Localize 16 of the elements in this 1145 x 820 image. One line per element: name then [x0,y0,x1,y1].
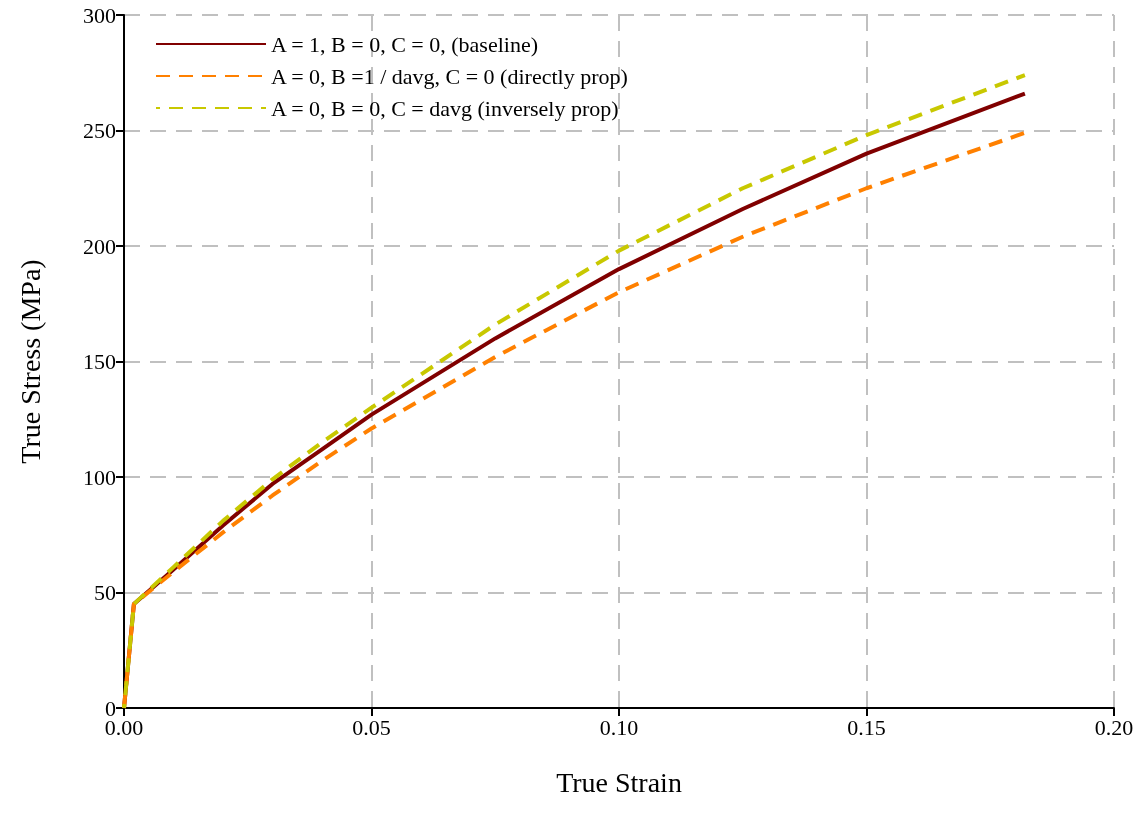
y-tick-label: 250 [83,118,116,143]
legend-label: A = 0, B =1 / davg, C = 0 (directly prop) [271,63,628,89]
x-axis-title: True Strain [556,766,682,798]
legend-label: A = 0, B = 0, C = davg (inversely prop) [271,95,619,121]
legend-label: A = 1, B = 0, C = 0, (baseline) [271,31,538,57]
y-tick-label: 0 [105,695,116,721]
y-tick-label: 300 [83,2,116,28]
x-tick-label: 0.10 [599,714,639,740]
y-tick-label: 50 [94,580,116,605]
y-tick-label: 200 [83,233,116,259]
x-tick-label: 0.05 [352,714,391,740]
y-axis-title: True Stress (MPa) [14,259,46,464]
x-tick-label: 0.20 [1094,714,1134,740]
y-tick-label: 100 [83,464,116,490]
y-tick-label: 150 [83,349,116,374]
x-tick-label: 0.15 [847,714,886,740]
